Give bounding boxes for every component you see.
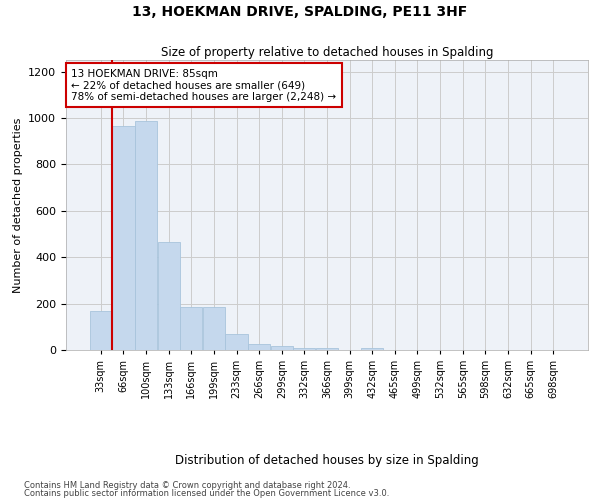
Bar	[361, 348, 383, 350]
Bar	[316, 348, 338, 350]
Bar	[203, 307, 225, 350]
Bar	[90, 310, 112, 350]
Bar	[135, 122, 157, 350]
Title: Size of property relative to detached houses in Spalding: Size of property relative to detached ho…	[161, 46, 493, 59]
Text: Contains HM Land Registry data © Crown copyright and database right 2024.: Contains HM Land Registry data © Crown c…	[24, 480, 350, 490]
Text: 13 HOEKMAN DRIVE: 85sqm
← 22% of detached houses are smaller (649)
78% of semi-d: 13 HOEKMAN DRIVE: 85sqm ← 22% of detache…	[71, 68, 337, 102]
Text: Contains public sector information licensed under the Open Government Licence v3: Contains public sector information licen…	[24, 489, 389, 498]
Bar	[248, 344, 270, 350]
Bar	[226, 334, 248, 350]
Bar	[271, 346, 293, 350]
Bar	[158, 242, 180, 350]
Bar	[180, 307, 202, 350]
Y-axis label: Number of detached properties: Number of detached properties	[13, 118, 23, 292]
Text: 13, HOEKMAN DRIVE, SPALDING, PE11 3HF: 13, HOEKMAN DRIVE, SPALDING, PE11 3HF	[133, 5, 467, 19]
Bar	[112, 126, 134, 350]
X-axis label: Distribution of detached houses by size in Spalding: Distribution of detached houses by size …	[175, 454, 479, 467]
Bar	[293, 348, 316, 350]
